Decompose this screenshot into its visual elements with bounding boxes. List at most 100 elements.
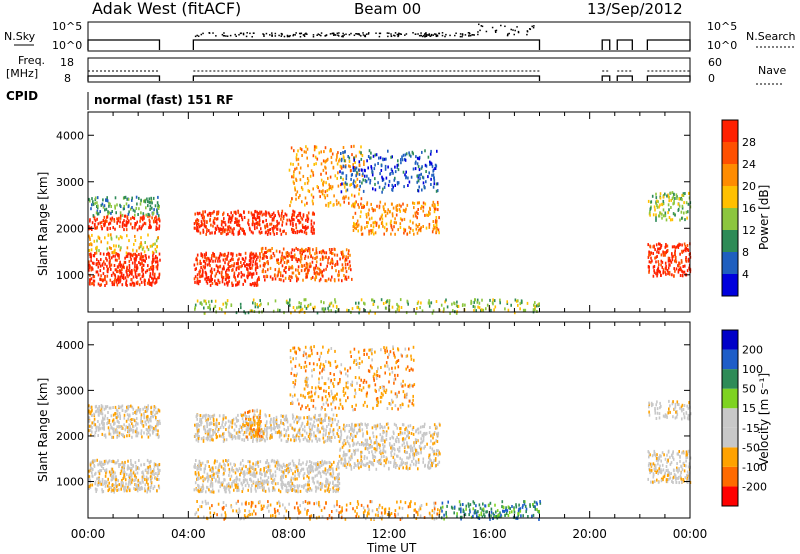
scatter-cell — [280, 438, 283, 442]
nsky-sample — [215, 35, 217, 37]
scatter-cell — [336, 155, 338, 159]
scatter-cell — [416, 231, 419, 235]
scatter-cell — [231, 421, 234, 425]
scatter-cell — [113, 483, 115, 487]
scatter-cell — [431, 311, 434, 315]
scatter-cell — [219, 227, 221, 231]
scatter-cell — [379, 200, 382, 204]
nsky-sample — [508, 32, 510, 35]
scatter-cell — [517, 303, 519, 307]
scatter-cell — [88, 197, 90, 201]
scatter-cell — [239, 430, 242, 434]
scatter-cell — [156, 477, 158, 481]
scatter-cell — [325, 181, 327, 185]
scatter-cell — [209, 283, 212, 287]
scatter-cell — [267, 476, 270, 480]
scatter-cell — [196, 262, 199, 266]
scatter-cell — [291, 227, 293, 231]
scatter-cell — [291, 213, 294, 217]
scatter-cell — [216, 425, 218, 429]
scatter-cell — [279, 271, 282, 275]
scatter-cell — [90, 207, 92, 211]
scatter-cell — [317, 462, 319, 466]
nsky-sample — [479, 29, 481, 32]
scatter-cell — [148, 418, 151, 422]
scatter-cell — [112, 470, 115, 474]
scatter-cell — [108, 406, 111, 410]
scatter-cell — [321, 426, 323, 430]
scatter-cell — [99, 221, 101, 225]
scatter-cell — [373, 221, 376, 225]
scatter-cell — [108, 201, 110, 205]
scatter-cell — [384, 202, 386, 206]
scatter-cell — [200, 252, 202, 256]
nsky-sample — [249, 32, 251, 35]
nsky-sample — [271, 32, 273, 34]
scatter-cell — [364, 178, 367, 182]
scatter-cell — [330, 439, 332, 443]
scatter-cell — [670, 206, 672, 209]
colorbar-tick-label: 8 — [742, 246, 749, 259]
scatter-cell — [108, 204, 110, 208]
scatter-cell — [474, 298, 476, 302]
scatter-cell — [510, 303, 512, 307]
scatter-cell — [120, 427, 123, 430]
scatter-cell — [341, 171, 343, 175]
scatter-cell — [671, 273, 673, 277]
scatter-cell — [92, 281, 94, 285]
scatter-cell — [314, 474, 317, 478]
scatter-cell — [340, 176, 342, 180]
scatter-cell — [668, 199, 670, 203]
scatter-cell — [209, 259, 212, 263]
scatter-cell — [205, 302, 207, 306]
scatter-cell — [674, 249, 676, 253]
scatter-cell — [259, 303, 261, 307]
scatter-cell — [309, 487, 311, 491]
scatter-cell — [353, 144, 355, 148]
scatter-cell — [436, 200, 439, 204]
scatter-cell — [320, 178, 323, 182]
scatter-cell — [273, 427, 276, 431]
scatter-cell — [238, 280, 241, 284]
scatter-cell — [100, 220, 103, 224]
scatter-cell — [344, 263, 347, 266]
scatter-cell — [309, 422, 312, 426]
scatter-cell — [360, 197, 363, 201]
scatter-cell — [368, 217, 371, 221]
scatter-cell — [264, 224, 266, 228]
scatter-cell — [413, 202, 416, 205]
scatter-cell — [274, 299, 277, 303]
scatter-cell — [200, 423, 202, 427]
scatter-cell — [683, 201, 685, 205]
scatter-cell — [195, 438, 198, 442]
scatter-cell — [283, 311, 285, 315]
scatter-cell — [134, 461, 137, 465]
scatter-cell — [353, 158, 355, 162]
scatter-cell — [201, 216, 204, 220]
scatter-cell — [95, 226, 98, 230]
scatter-cell — [206, 220, 208, 224]
scatter-cell — [139, 257, 141, 261]
scatter-cell — [435, 207, 437, 211]
scatter-cell — [278, 221, 280, 225]
scatter-cell — [93, 239, 96, 243]
scatter-cell — [250, 230, 253, 234]
scatter-cell — [237, 262, 239, 266]
scatter-cell — [147, 477, 149, 481]
scatter-cell — [274, 470, 277, 474]
colorbar-swatch — [722, 120, 738, 142]
scatter-cell — [302, 213, 305, 217]
scatter-cell — [254, 262, 257, 266]
scatter-cell — [291, 255, 294, 259]
scatter-cell — [104, 284, 106, 287]
scatter-cell — [88, 429, 90, 433]
scatter-cell — [382, 157, 384, 161]
nsky-sample — [485, 30, 488, 33]
freq-label: Freq. — [18, 54, 45, 67]
scatter-cell — [252, 282, 254, 286]
scatter-cell — [254, 429, 257, 432]
nsky-sample — [263, 33, 265, 36]
scatter-cell — [319, 487, 322, 491]
scatter-cell — [218, 307, 221, 311]
